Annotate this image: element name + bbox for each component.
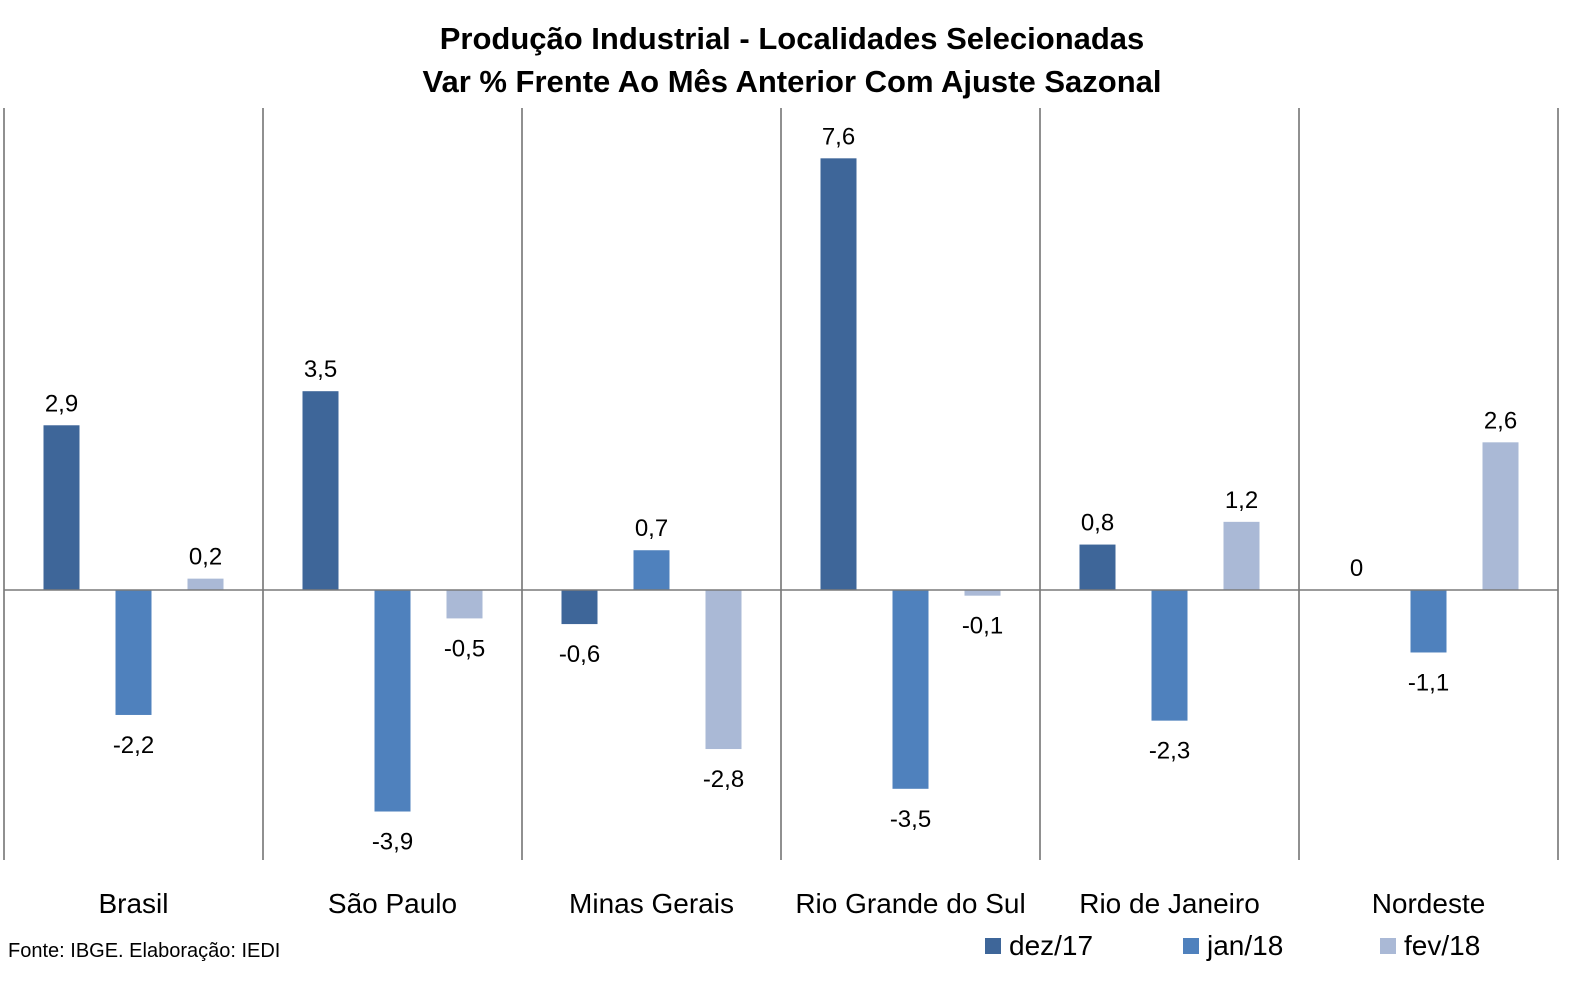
category-label: Brasil (98, 888, 168, 919)
bar (187, 578, 224, 590)
bar (302, 391, 339, 590)
data-label: -2,3 (1149, 738, 1190, 765)
legend-item: dez/17 (985, 930, 1093, 962)
legend-label: fev/18 (1404, 930, 1481, 961)
category-label: Nordeste (1372, 888, 1486, 919)
bar (115, 590, 152, 715)
category-label: Rio de Janeiro (1079, 888, 1260, 919)
data-label: 0,7 (635, 515, 668, 542)
data-label: 2,6 (1484, 407, 1517, 434)
legend-label: jan/18 (1207, 930, 1284, 961)
data-label: -0,6 (559, 641, 600, 668)
chart-title: Produção Industrial - Localidades Seleci… (439, 21, 1145, 56)
legend-swatch (985, 938, 1001, 954)
category-label: São Paulo (328, 888, 457, 919)
bar (43, 425, 80, 590)
category-label: Rio Grande do Sul (795, 888, 1025, 919)
bar (964, 590, 1001, 596)
data-label: 3,5 (304, 356, 337, 383)
data-label: -0,5 (444, 635, 485, 662)
data-label: -0,1 (962, 613, 1003, 640)
source-note: Fonte: IBGE. Elaboração: IEDI (8, 940, 281, 962)
data-label: -3,9 (372, 829, 413, 856)
bar (633, 550, 670, 590)
bar (705, 590, 742, 750)
chart-subtitle: Var % Frente Ao Mês Anterior Com Ajuste … (422, 64, 1162, 99)
data-label: -2,8 (703, 766, 744, 793)
data-label: 2,9 (45, 390, 78, 417)
data-label: 1,2 (1225, 487, 1258, 514)
bar (1151, 590, 1188, 721)
legend-label: dez/17 (1009, 930, 1094, 961)
bar (820, 158, 857, 590)
data-label: -3,5 (890, 806, 931, 833)
legend-item: fev/18 (1380, 930, 1480, 962)
bar (1410, 590, 1447, 653)
data-label: 0,8 (1081, 510, 1114, 537)
bar (1079, 544, 1116, 590)
bar (561, 590, 598, 625)
bar (1223, 521, 1260, 590)
category-label: Minas Gerais (569, 888, 734, 919)
bar (1482, 442, 1519, 590)
data-label: 7,6 (822, 123, 855, 150)
bar (892, 590, 929, 789)
data-label: 0 (1350, 555, 1363, 582)
data-label: -2,2 (113, 732, 154, 759)
legend-swatch (1183, 938, 1199, 954)
data-label: -1,1 (1408, 669, 1449, 696)
legend-swatch (1380, 938, 1396, 954)
bar (446, 590, 483, 619)
bar (374, 590, 411, 812)
data-label: 0,2 (189, 544, 222, 571)
legend-item: jan/18 (1183, 930, 1283, 962)
